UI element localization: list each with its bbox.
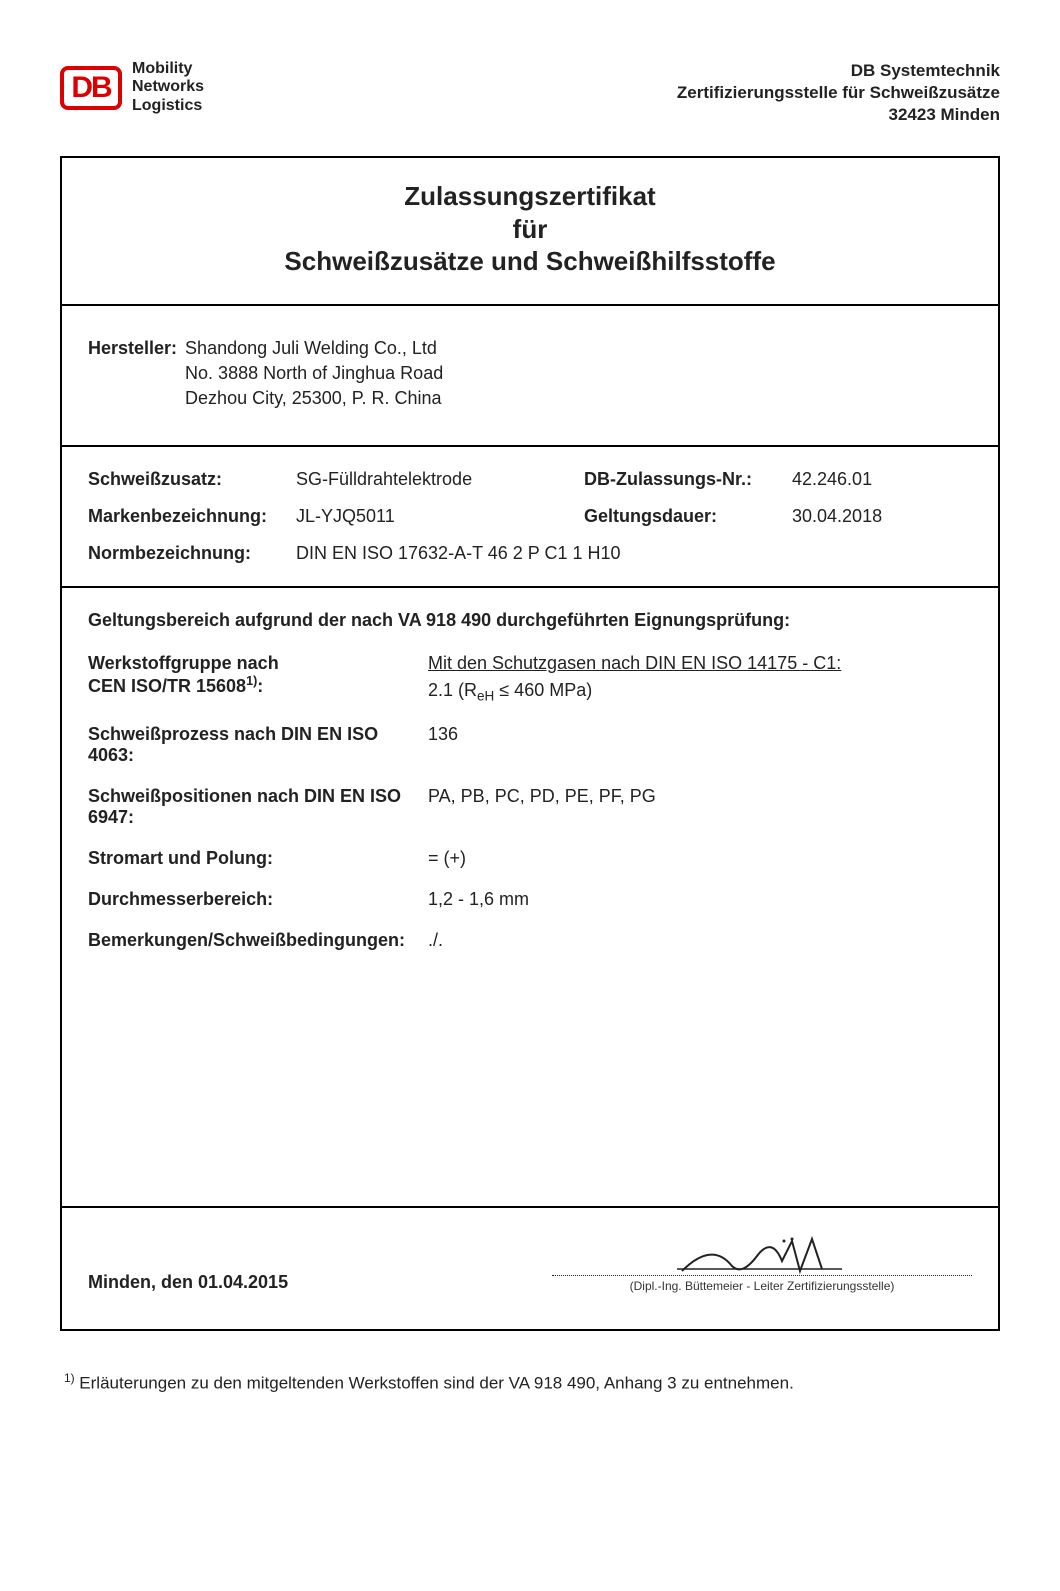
- header-left: DB Mobility Networks Logistics: [60, 60, 204, 115]
- footnote-sup: 1): [64, 1371, 75, 1385]
- marken-label: Markenbezeichnung:: [88, 506, 288, 527]
- strom-value: = (+): [428, 848, 972, 869]
- positionen-label: Schweißpositionen nach DIN EN ISO 6947:: [88, 786, 428, 828]
- bemerkungen-value: ./.: [428, 930, 972, 951]
- issuer-line: DB Systemtechnik: [677, 60, 1000, 82]
- schweisszusatz-value: SG-Fülldrahtelektrode: [296, 469, 576, 490]
- issuer-line: Zertifizierungsstelle für Schweißzusätze: [677, 82, 1000, 104]
- werkstoff-label: Werkstoffgruppe nach CEN ISO/TR 156081):: [88, 653, 428, 704]
- prozess-label: Schweißprozess nach DIN EN ISO 4063:: [88, 724, 428, 766]
- scope-heading: Geltungsbereich aufgrund der nach VA 918…: [88, 610, 972, 631]
- signature-block: (Dipl.-Ing. Büttemeier - Leiter Zertifiz…: [552, 1236, 972, 1293]
- schweisszusatz-label: Schweißzusatz:: [88, 469, 288, 490]
- prozess-value: 136: [428, 724, 972, 766]
- tagline-line: Networks: [132, 78, 204, 96]
- tagline-line: Mobility: [132, 60, 204, 78]
- address-line: No. 3888 North of Jinghua Road: [185, 361, 443, 386]
- werkstoff-value: Mit den Schutzgasen nach DIN EN ISO 1417…: [428, 653, 972, 704]
- footnote: 1) Erläuterungen zu den mitgeltenden Wer…: [60, 1371, 1000, 1394]
- werkstoff-label-l2-post: :: [257, 676, 263, 696]
- certificate-title-section: Zulassungszertifikat für Schweißzusätze …: [62, 158, 998, 306]
- header-right: DB Systemtechnik Zertifizierungsstelle f…: [677, 60, 1000, 126]
- issuer-line: 32423 Minden: [677, 104, 1000, 126]
- logo-tagline: Mobility Networks Logistics: [132, 60, 204, 115]
- werkstoff-label-l2-pre: CEN ISO/TR 15608: [88, 676, 246, 696]
- hersteller-section: Hersteller: Shandong Juli Welding Co., L…: [62, 306, 998, 448]
- signature-scribble-icon: [672, 1231, 852, 1281]
- werkstoff-label-sup: 1): [246, 674, 257, 688]
- strom-label: Stromart und Polung:: [88, 848, 428, 869]
- certificate-title: Zulassungszertifikat für Schweißzusätze …: [72, 180, 988, 278]
- werkstoff-value-l2-pre: 2.1 (R: [428, 680, 477, 700]
- werkstoff-value-sub: eH: [477, 689, 494, 704]
- details-section: Schweißzusatz: SG-Fülldrahtelektrode DB-…: [62, 447, 998, 588]
- signature-line: [552, 1236, 972, 1276]
- bemerkungen-label: Bemerkungen/Schweißbedingungen:: [88, 930, 428, 951]
- geltung-value: 30.04.2018: [792, 506, 972, 527]
- werkstoff-value-l1: Mit den Schutzgasen nach DIN EN ISO 1417…: [428, 653, 841, 673]
- tagline-line: Logistics: [132, 97, 204, 115]
- werkstoff-label-l1: Werkstoffgruppe nach: [88, 653, 279, 673]
- certificate-box: Zulassungszertifikat für Schweißzusätze …: [60, 156, 1000, 1331]
- db-logo-icon: DB: [60, 66, 122, 110]
- title-line: Zulassungszertifikat: [404, 181, 655, 211]
- title-line: Schweißzusätze und Schweißhilfsstoffe: [284, 246, 775, 276]
- zulassungsnr-value: 42.246.01: [792, 469, 972, 490]
- place-date: Minden, den 01.04.2015: [88, 1272, 288, 1293]
- address-line: Shandong Juli Welding Co., Ltd: [185, 336, 443, 361]
- durchmesser-label: Durchmesserbereich:: [88, 889, 428, 910]
- signature-caption: (Dipl.-Ing. Büttemeier - Leiter Zertifiz…: [552, 1279, 972, 1293]
- address-line: Dezhou City, 25300, P. R. China: [185, 386, 443, 411]
- durchmesser-value: 1,2 - 1,6 mm: [428, 889, 972, 910]
- page-header: DB Mobility Networks Logistics DB System…: [60, 60, 1000, 126]
- scope-section: Geltungsbereich aufgrund der nach VA 918…: [62, 588, 998, 1208]
- marken-value: JL-YJQ5011: [296, 506, 576, 527]
- hersteller-address: Shandong Juli Welding Co., Ltd No. 3888 …: [185, 336, 443, 412]
- werkstoff-value-l2-post: ≤ 460 MPa): [494, 680, 592, 700]
- footnote-text: Erläuterungen zu den mitgeltenden Werkst…: [75, 1374, 794, 1393]
- norm-label: Normbezeichnung:: [88, 543, 288, 564]
- geltung-label: Geltungsdauer:: [584, 506, 784, 527]
- norm-value: DIN EN ISO 17632-A-T 46 2 P C1 1 H10: [296, 543, 972, 564]
- hersteller-label: Hersteller:: [88, 336, 177, 412]
- zulassungsnr-label: DB-Zulassungs-Nr.:: [584, 469, 784, 490]
- positionen-value: PA, PB, PC, PD, PE, PF, PG: [428, 786, 972, 828]
- title-line: für: [513, 214, 548, 244]
- signature-section: Minden, den 01.04.2015 (Dipl.-Ing. Bütte…: [62, 1208, 998, 1329]
